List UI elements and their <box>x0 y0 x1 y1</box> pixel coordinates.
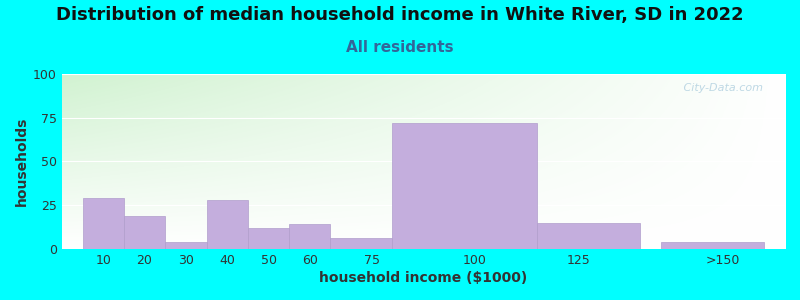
X-axis label: household income ($1000): household income ($1000) <box>319 271 527 285</box>
Bar <box>289 224 330 249</box>
Bar <box>124 216 166 249</box>
Bar <box>206 200 248 249</box>
Bar <box>393 123 537 249</box>
Bar <box>537 223 640 249</box>
Text: Distribution of median household income in White River, SD in 2022: Distribution of median household income … <box>56 6 744 24</box>
Text: All residents: All residents <box>346 40 454 56</box>
Y-axis label: households: households <box>15 117 29 206</box>
Bar <box>82 198 124 249</box>
Bar <box>248 228 289 249</box>
Bar <box>661 242 764 249</box>
Bar <box>166 242 206 249</box>
Bar <box>330 238 393 249</box>
Text: City-Data.com: City-Data.com <box>680 83 763 93</box>
